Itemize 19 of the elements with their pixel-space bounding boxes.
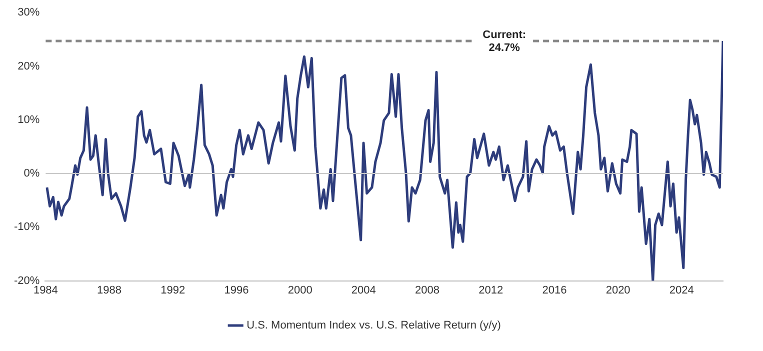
x-tick-label: 1996 <box>224 284 249 296</box>
x-tick-label: 2012 <box>478 284 504 296</box>
x-tick-label: 2000 <box>288 284 312 296</box>
y-tick-label: -20% <box>14 274 40 287</box>
x-tick-label: 1992 <box>160 284 186 296</box>
x-tick-label: 1988 <box>97 284 122 296</box>
y-tick-label: 30% <box>18 6 40 19</box>
x-tick-label: 2020 <box>606 284 630 296</box>
x-tick-label: 1984 <box>33 284 58 296</box>
x-tick-label: 2004 <box>351 284 376 296</box>
x-tick-label: 2008 <box>415 284 440 296</box>
ref-line-label: Current: 24.7% <box>482 29 526 54</box>
x-tick-label: 2016 <box>542 284 567 296</box>
y-tick-label: 20% <box>18 60 40 72</box>
y-tick-label: -10% <box>14 221 40 234</box>
y-tick-label: 10% <box>18 114 40 126</box>
legend-label: U.S. Momentum Index vs. U.S. Relative Return (y/y) <box>246 320 501 332</box>
x-tick-label: 2024 <box>669 284 694 296</box>
y-tick-label: 0% <box>24 168 40 180</box>
